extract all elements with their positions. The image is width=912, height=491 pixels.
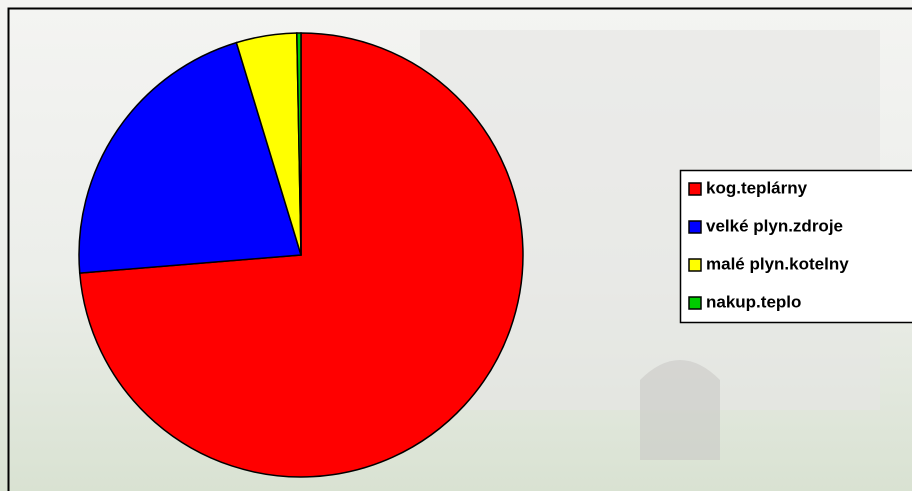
page: {"chart_data": {"type": "pie", "categori… bbox=[0, 0, 912, 491]
legend-swatch bbox=[689, 183, 701, 195]
gate bbox=[640, 360, 720, 460]
legend-label: velké plyn.zdroje bbox=[706, 216, 843, 235]
legend-label: nakup.teplo bbox=[706, 292, 801, 311]
legend-swatch bbox=[689, 297, 701, 309]
pie bbox=[79, 33, 523, 477]
legend-swatch bbox=[689, 259, 701, 271]
legend-label: malé plyn.kotelny bbox=[706, 254, 849, 273]
legend-swatch bbox=[689, 221, 701, 233]
legend-label: kog.teplárny bbox=[706, 178, 808, 197]
chart: kog.teplárny velké plyn.zdroje malé plyn.k… bbox=[0, 0, 912, 491]
